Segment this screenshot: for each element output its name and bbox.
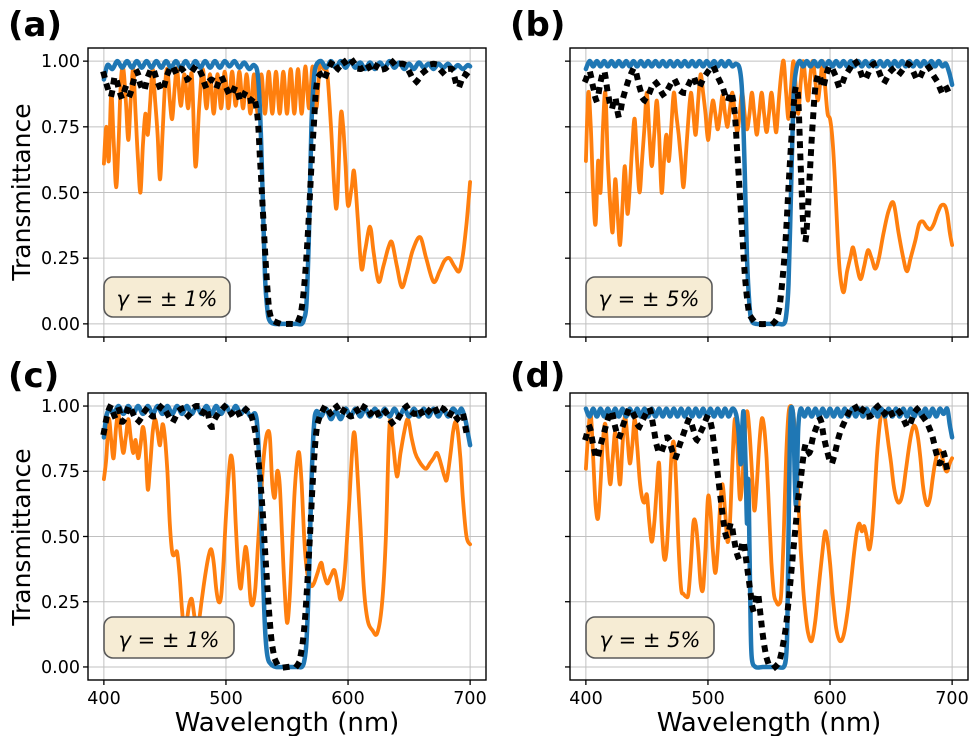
annotation-text-d: γ = ± 5% [600, 628, 701, 652]
y-tick-label-a-100: 1.00 [41, 52, 80, 72]
panel-label-d: (d) [510, 356, 565, 396]
curve-b-black-dotted [581, 58, 957, 328]
x-tick-label-c-600: 600 [331, 689, 364, 709]
panel-label-c: (c) [8, 356, 59, 396]
panel-label-b: (b) [510, 5, 565, 45]
x-axis-label-d: Wavelength (nm) [657, 708, 882, 736]
curve-c-orange [102, 411, 472, 637]
annotation-text-b: γ = ± 5% [599, 287, 700, 311]
x-tick-label-d-700: 700 [935, 689, 968, 709]
x-tick-label-c-400: 400 [87, 689, 120, 709]
curve-d-black-dotted [582, 403, 957, 671]
annotation-box-c [103, 616, 235, 659]
y-tick-label-a-000: 0.00 [41, 315, 80, 335]
y-tick-label-c-025: 0.25 [41, 593, 80, 613]
curve-c-black-dotted [100, 402, 475, 671]
y-tick-label-c-100: 1.00 [41, 397, 80, 417]
x-tick-label-c-700: 700 [453, 689, 486, 709]
y-axis-label-c: Transmittance [7, 448, 36, 626]
curve-a-black-dotted [100, 58, 475, 328]
annotation-text-a: γ = ± 1% [117, 287, 218, 311]
annotation-box-d [585, 616, 715, 659]
y-tick-label-c-000: 0.00 [41, 658, 80, 678]
x-tick-label-c-500: 500 [209, 689, 242, 709]
y-axis-label-a: Transmittance [7, 103, 36, 281]
annotation-box-a [103, 276, 231, 318]
x-tick-label-d-600: 600 [813, 689, 846, 709]
y-tick-label-a-075: 0.75 [41, 118, 80, 138]
annotation-box-b [585, 276, 713, 318]
annotation-text-c: γ = ± 1% [119, 628, 220, 652]
panel-label-a: (a) [8, 5, 62, 45]
y-tick-label-a-025: 0.25 [41, 249, 80, 269]
y-tick-label-c-050: 0.50 [41, 528, 80, 548]
y-tick-label-c-075: 0.75 [41, 462, 80, 482]
x-tick-label-d-400: 400 [569, 689, 602, 709]
curve-a-orange [102, 59, 472, 290]
curve-c-blue [101, 403, 473, 670]
curve-b-orange [584, 58, 954, 295]
x-axis-label-c: Wavelength (nm) [175, 708, 400, 736]
curve-b-blue [583, 58, 955, 327]
x-tick-label-d-500: 500 [691, 689, 724, 709]
axes-frames [83, 47, 969, 685]
curve-d-orange [584, 404, 954, 644]
y-tick-label-a-050: 0.50 [41, 184, 80, 204]
